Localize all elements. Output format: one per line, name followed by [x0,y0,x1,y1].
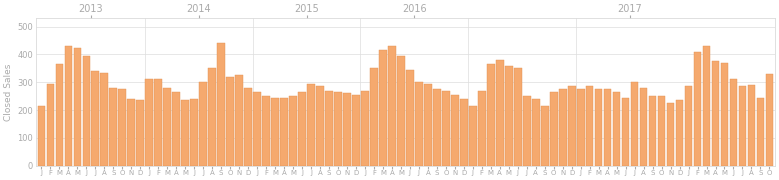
Bar [245,88,252,166]
Bar [649,96,657,166]
Bar [496,60,503,166]
Bar [505,66,513,166]
Bar [182,100,189,166]
Bar [217,43,225,166]
Bar [577,89,584,166]
Bar [721,63,728,166]
Bar [406,70,414,166]
Bar [307,84,315,166]
Bar [172,92,180,166]
Bar [397,56,405,166]
Bar [631,82,639,166]
Bar [595,89,602,166]
Bar [622,98,629,166]
Bar [756,98,764,166]
Bar [433,89,441,166]
Bar [730,80,737,166]
Bar [541,106,548,166]
Bar [379,50,386,166]
Bar [164,88,171,166]
Bar [469,106,477,166]
Bar [613,92,620,166]
Bar [478,91,485,166]
Bar [748,85,756,166]
Bar [361,91,368,166]
Bar [694,52,701,166]
Bar [766,74,774,166]
Bar [451,95,459,166]
Bar [208,68,216,166]
Bar [298,92,306,166]
Bar [65,46,72,166]
Bar [316,86,324,166]
Bar [154,80,162,166]
Bar [280,98,288,166]
Bar [442,91,449,166]
Bar [532,99,540,166]
Bar [325,91,333,166]
Bar [703,46,710,166]
Bar [738,86,746,166]
Bar [190,99,198,166]
Bar [685,86,693,166]
Bar [460,99,467,166]
Bar [487,64,495,166]
Bar [675,100,683,166]
Bar [344,93,351,166]
Bar [136,100,144,166]
Bar [568,86,576,166]
Bar [415,82,423,166]
Bar [657,96,665,166]
Bar [235,75,243,166]
Bar [199,82,207,166]
Bar [352,95,360,166]
Bar [523,96,530,166]
Bar [586,86,594,166]
Bar [604,89,612,166]
Bar [271,98,279,166]
Bar [100,73,108,166]
Bar [146,80,153,166]
Bar [91,71,99,166]
Bar [334,92,342,166]
Bar [388,46,396,166]
Bar [253,92,261,166]
Bar [118,89,126,166]
Bar [227,77,234,166]
Bar [289,96,297,166]
Bar [712,61,719,166]
Bar [83,56,90,166]
Bar [37,106,45,166]
Bar [667,103,675,166]
Bar [640,88,647,166]
Bar [550,92,558,166]
Bar [263,96,270,166]
Bar [128,99,135,166]
Bar [73,48,81,166]
Bar [370,68,378,166]
Bar [559,89,566,166]
Bar [55,64,63,166]
Bar [514,68,522,166]
Bar [47,84,55,166]
Y-axis label: Closed Sales: Closed Sales [4,63,13,121]
Bar [110,88,117,166]
Bar [424,84,432,166]
